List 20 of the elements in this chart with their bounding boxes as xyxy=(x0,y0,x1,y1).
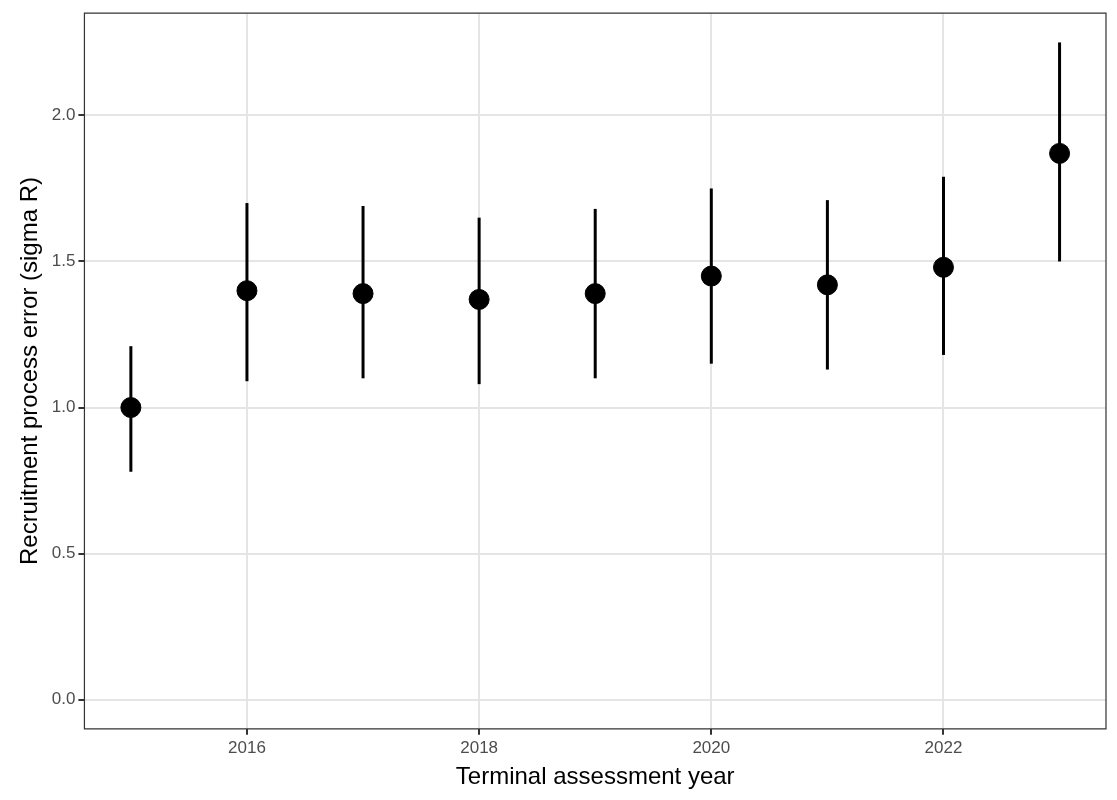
point xyxy=(932,256,954,278)
y-tick-label: 0.0 xyxy=(51,689,76,709)
y-tick-label: 1.0 xyxy=(51,397,76,417)
y-tick-label: 0.5 xyxy=(51,543,76,563)
point xyxy=(468,288,490,310)
x-tick-label: 2016 xyxy=(228,737,266,757)
point xyxy=(584,283,606,305)
point xyxy=(120,397,142,419)
y-tick-label: 1.5 xyxy=(51,251,76,271)
x-axis-title: Terminal assessment year xyxy=(455,762,735,790)
x-tick-label: 2022 xyxy=(924,737,963,757)
y-axis-title: Recruitment process error (sigma R) xyxy=(15,176,43,566)
point xyxy=(700,265,722,287)
y-tick-label: 2.0 xyxy=(51,105,76,125)
point xyxy=(1049,142,1071,164)
point xyxy=(352,283,374,305)
point xyxy=(236,280,258,302)
x-tick-label: 2018 xyxy=(460,737,499,757)
x-tick-label: 2020 xyxy=(692,737,731,757)
point xyxy=(816,274,838,296)
